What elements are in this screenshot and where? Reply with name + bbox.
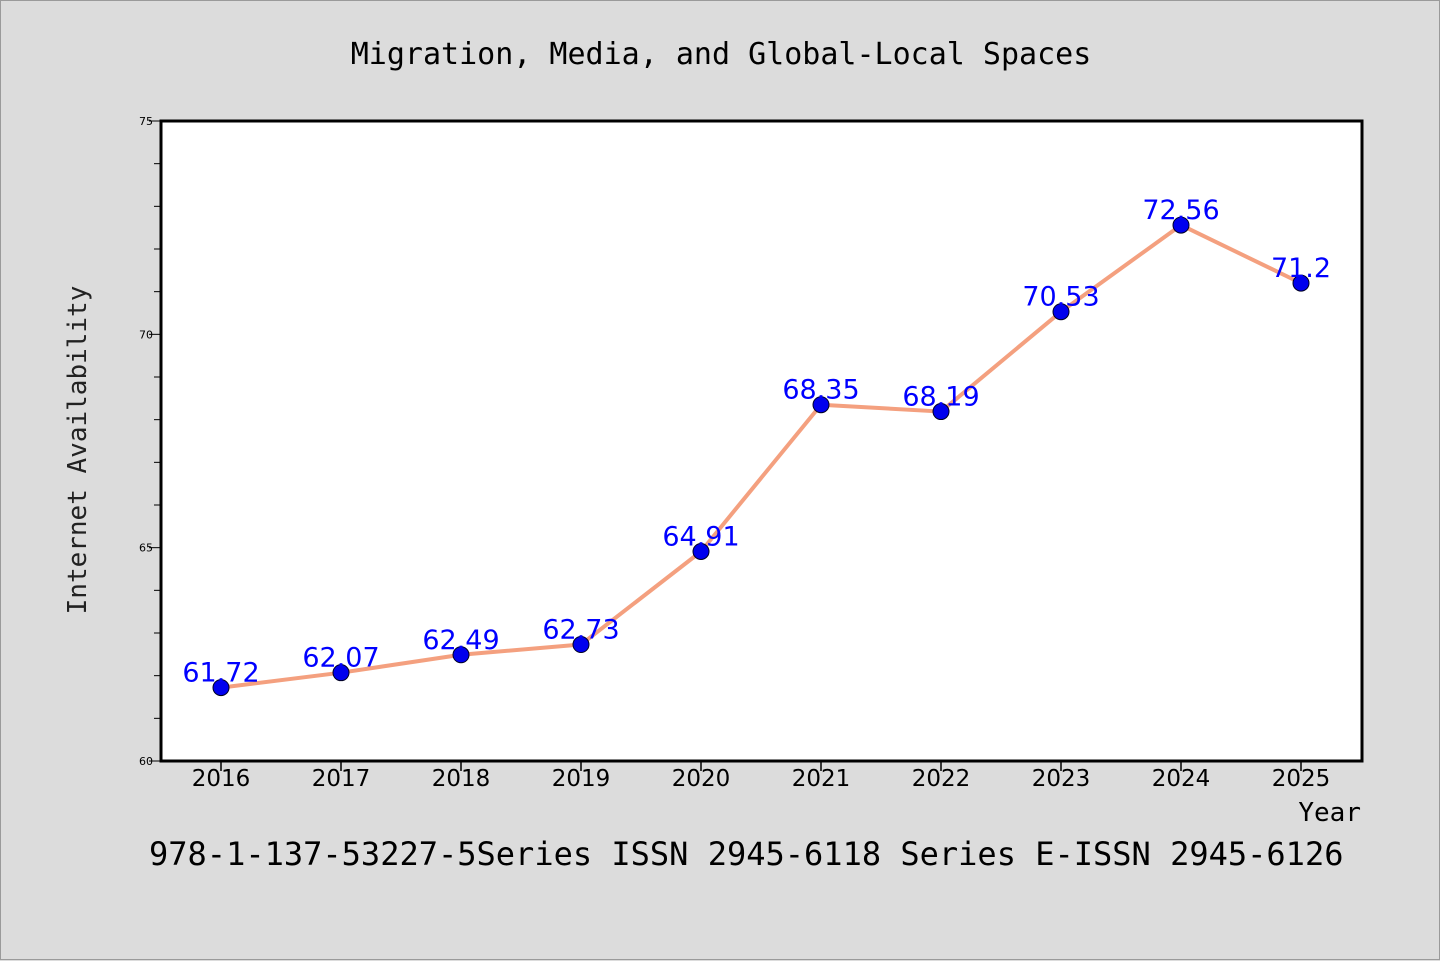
y-tick-label: 65: [139, 542, 153, 555]
data-label: 62.73: [542, 615, 619, 646]
x-axis-label: Year: [1298, 798, 1361, 828]
x-tick-label: 2019: [552, 766, 611, 792]
x-tick-label: 2017: [312, 766, 371, 792]
series-line: [219, 223, 1303, 690]
data-point: [812, 396, 830, 414]
y-axis-label: Internet Availability: [63, 286, 93, 615]
chart-title: Migration, Media, and Global-Local Space…: [351, 37, 1092, 72]
x-tick-label: 2024: [1152, 766, 1211, 792]
y-tick-label: 75: [139, 115, 153, 128]
x-axis-ticks: 2016 2017 2018 2019 2020 2021 2022 2023 2024 2025: [192, 761, 1331, 792]
data-label: 71.2: [1271, 253, 1331, 284]
data-labels: 61.72 62.07 62.49 62.73 64.91 68.35 68.19 70.53…: [182, 195, 1331, 689]
data-point: [332, 664, 350, 682]
x-tick-label: 2023: [1032, 766, 1091, 792]
x-tick-label: 2021: [792, 766, 851, 792]
x-tick-label: 2025: [1272, 766, 1331, 792]
plot-border: [159, 119, 1364, 763]
data-point: [452, 646, 470, 664]
data-point: [1292, 274, 1310, 292]
data-label: 61.72: [182, 658, 259, 689]
x-tick-label: 2018: [432, 766, 491, 792]
footer-isbn-issn: 978-1-137-53227-5Series ISSN 2945-6118 S…: [149, 835, 1343, 873]
data-label: 70.53: [1022, 282, 1099, 313]
data-label: 64.91: [662, 522, 739, 553]
data-point: [572, 636, 590, 654]
data-point: [692, 543, 710, 561]
y-tick-label: 60: [139, 755, 153, 768]
data-point: [932, 403, 950, 421]
data-point: [1172, 216, 1190, 234]
y-axis-ticks: 60 65 70 75: [139, 115, 161, 768]
data-markers: [212, 216, 1310, 697]
data-point: [1052, 303, 1070, 321]
data-point: [212, 679, 230, 697]
data-label: 68.19: [902, 382, 979, 413]
data-label: 68.35: [782, 375, 859, 406]
x-tick-label: 2022: [912, 766, 971, 792]
data-label: 62.49: [422, 625, 499, 656]
x-tick-label: 2020: [672, 766, 731, 792]
y-tick-label: 70: [139, 328, 153, 341]
data-label: 72.56: [1142, 195, 1219, 226]
x-tick-label: 2016: [192, 766, 251, 792]
plot-area: [161, 121, 1362, 761]
data-label: 62.07: [302, 643, 379, 674]
